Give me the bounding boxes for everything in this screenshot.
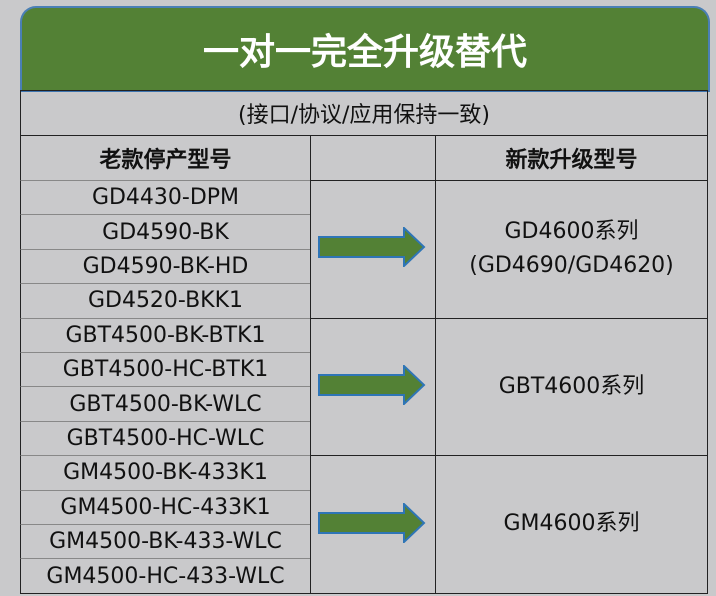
old-model-cell: GBT4500-HC-BTK1 — [20, 352, 311, 388]
old-model-cell: GM4500-BK-433-WLC — [20, 524, 311, 560]
new-model-name: GBT4600系列 — [498, 373, 645, 399]
header-arrow — [310, 135, 436, 181]
old-model-cell: GM4500-HC-433K1 — [20, 489, 311, 525]
old-model-cell: GD4590-BK-HD — [20, 248, 311, 285]
old-model-cell: GM4500-BK-433K1 — [20, 455, 311, 491]
new-model-cell: GD4600系列 (GD4690/GD4620) — [435, 180, 708, 319]
new-model-cell: GM4600系列 — [435, 455, 708, 594]
old-model-cell: GD4520-BKK1 — [20, 283, 311, 319]
header-new-model: 新款升级型号 — [435, 135, 708, 181]
old-model-cell: GBT4500-BK-WLC — [20, 386, 311, 422]
right-arrow-icon — [318, 502, 426, 543]
old-model-cell: GD4590-BK — [20, 214, 311, 250]
new-model-variants: (GD4690/GD4620) — [469, 253, 674, 279]
page-title: 一对一完全升级替代 — [20, 6, 710, 92]
old-model-cell: GBT4500-HC-WLC — [20, 420, 311, 457]
subtitle: (接口/协议/应用保持一致) — [20, 90, 708, 136]
new-model-name: GD4600系列 — [504, 219, 639, 245]
old-model-cell: GBT4500-BK-BTK1 — [20, 317, 311, 353]
old-model-cell: GD4430-DPM — [20, 180, 311, 216]
header-old-model: 老款停产型号 — [20, 135, 311, 181]
new-model-cell: GBT4600系列 — [435, 317, 708, 457]
right-arrow-icon — [318, 364, 426, 405]
new-model-name: GM4600系列 — [503, 511, 640, 537]
right-arrow-icon — [318, 227, 426, 268]
old-model-cell: GM4500-HC-433-WLC — [20, 558, 311, 594]
